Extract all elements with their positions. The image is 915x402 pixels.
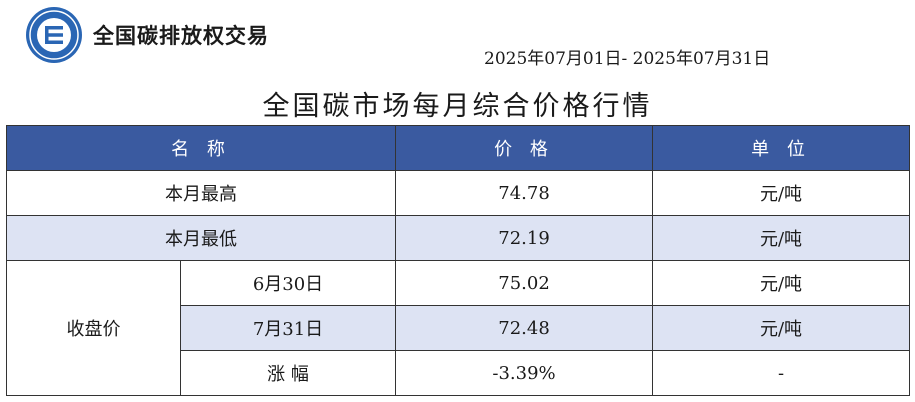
- row-price: 72.19: [395, 215, 654, 261]
- row-label: 7月31日: [179, 305, 397, 351]
- row-label: 本月最高: [5, 170, 397, 216]
- price-table: 名 称 价 格 单 位 本月最高 74.78 元/吨 本月最低 72.19 元/…: [5, 125, 911, 396]
- header-price: 价 格: [395, 125, 654, 171]
- table-row-close-current: 7月31日 72.48 元/吨: [7, 305, 911, 351]
- carbon-exchange-logo-icon: [26, 7, 82, 63]
- table-header-row: 名 称 价 格 单 位: [5, 125, 911, 171]
- row-unit: 元/吨: [652, 170, 911, 216]
- table-row-monthly-low: 本月最低 72.19 元/吨: [5, 215, 911, 261]
- row-price: 75.02: [395, 260, 654, 306]
- header-unit: 单 位: [652, 125, 911, 171]
- table-row-monthly-high: 本月最高 74.78 元/吨: [5, 170, 911, 216]
- row-unit: 元/吨: [652, 260, 911, 306]
- row-price: 74.78: [395, 170, 654, 216]
- closing-price-label: 收盘价: [6, 260, 181, 396]
- row-label: 6月30日: [179, 260, 397, 306]
- row-label: 涨 幅: [179, 350, 397, 396]
- row-label: 本月最低: [5, 215, 397, 261]
- date-range: 2025年07月01日- 2025年07月31日: [484, 49, 771, 69]
- row-unit: 元/吨: [652, 305, 911, 351]
- row-unit: 元/吨: [652, 215, 911, 261]
- table-row-close-prev: 收盘价 6月30日 75.02 元/吨: [6, 260, 911, 396]
- brand-name: 全国碳排放权交易: [93, 24, 269, 48]
- row-price: 72.48: [395, 305, 654, 351]
- row-price: -3.39%: [395, 350, 654, 396]
- page-title: 全国碳市场每月综合价格行情: [262, 91, 653, 122]
- row-unit: -: [652, 350, 911, 396]
- header-name: 名 称: [5, 125, 397, 171]
- table-row-change: 涨 幅 -3.39% -: [7, 350, 911, 396]
